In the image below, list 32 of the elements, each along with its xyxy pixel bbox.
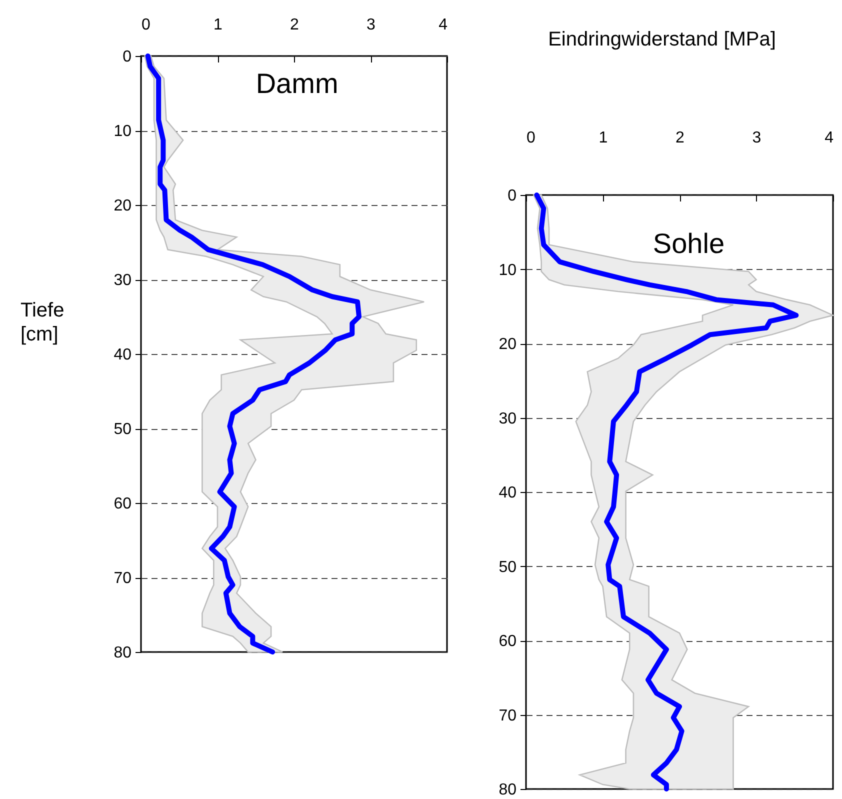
y-tick-label: 60 xyxy=(498,633,517,650)
y-tick-label: 30 xyxy=(498,410,517,428)
y-tick-label: 70 xyxy=(498,707,517,724)
y-tick-label: 80 xyxy=(114,644,132,662)
y-tick-label: 10 xyxy=(498,262,517,279)
chart-title: Damm xyxy=(256,68,338,99)
y-tick-label: 20 xyxy=(114,198,132,214)
y-tick-label: 70 xyxy=(114,570,132,587)
y-tick-label: 20 xyxy=(498,336,517,353)
text: Sohle xyxy=(652,228,725,259)
x-axis-title: Eindringwiderstand [MPa] xyxy=(548,28,776,50)
y-tick-label: 0 xyxy=(122,48,132,66)
y-tick-label: 0 xyxy=(508,188,517,204)
y-tick-label: 30 xyxy=(114,272,132,289)
x-tick-label: 4 xyxy=(438,16,448,34)
x-tick-label: 3 xyxy=(366,16,376,34)
x-tick-label: 4 xyxy=(824,130,834,146)
y-tick-label: 60 xyxy=(114,496,132,512)
x-tick-label: 0 xyxy=(526,130,536,146)
y-tick-label: 50 xyxy=(498,558,517,576)
y-tick-label: 80 xyxy=(498,782,517,798)
y-tick-label: 40 xyxy=(114,346,132,364)
x-tick-label: 2 xyxy=(290,16,300,34)
x-tick-label: 1 xyxy=(214,16,223,34)
y-tick-label: 40 xyxy=(498,484,517,502)
x-tick-label: 3 xyxy=(752,130,762,146)
y-tick-label: 50 xyxy=(114,421,132,438)
y-axis-title: Tiefe [cm] xyxy=(20,300,64,346)
y-tick-label: 10 xyxy=(114,123,132,140)
x-tick-label: 2 xyxy=(676,130,685,146)
x-tick-label: 1 xyxy=(598,130,608,146)
x-tick-label: 0 xyxy=(142,16,150,34)
